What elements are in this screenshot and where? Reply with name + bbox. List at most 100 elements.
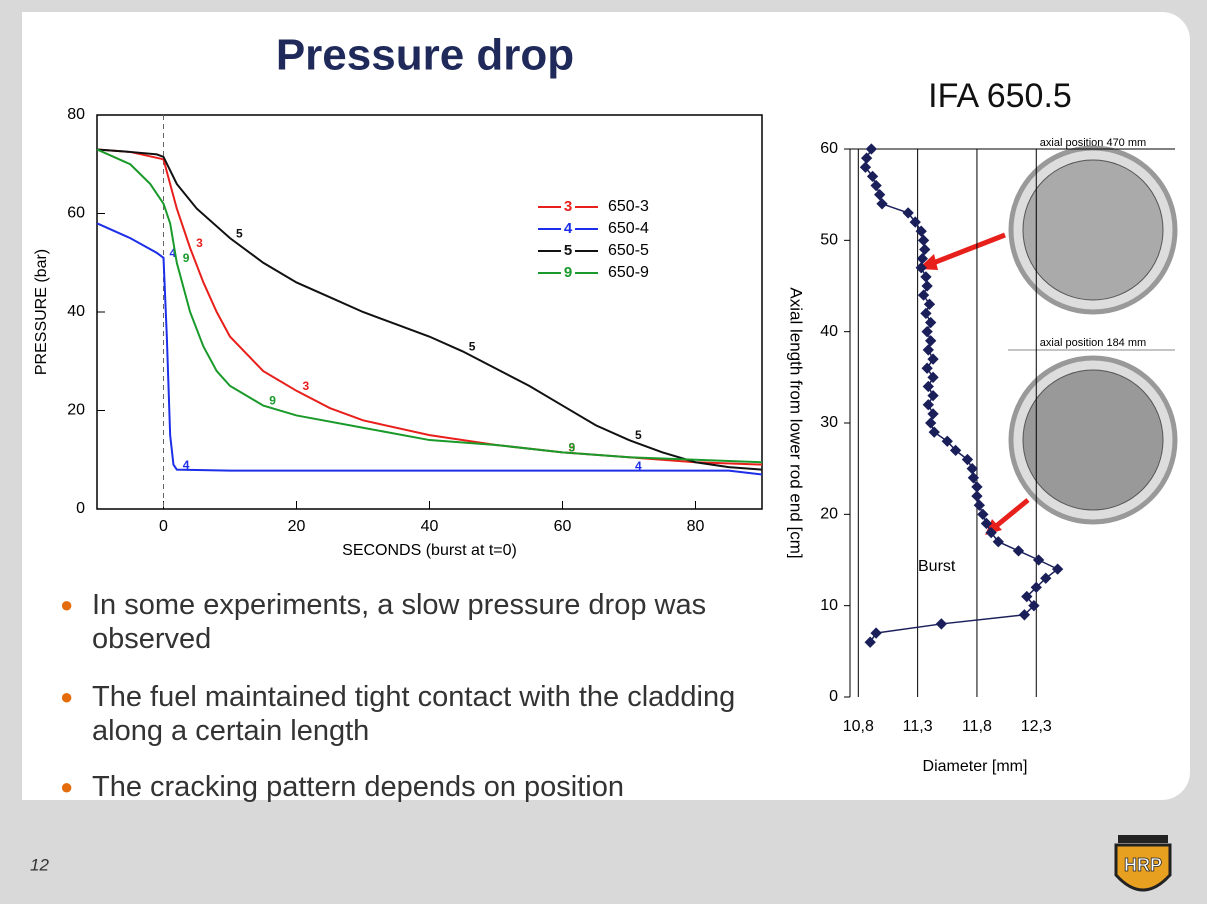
data-point [922, 399, 934, 411]
data-point [866, 170, 879, 183]
data-point [966, 463, 978, 475]
data-point [925, 335, 937, 347]
line-label: 5 [236, 226, 243, 240]
data-point [1040, 572, 1052, 584]
y-tick-label: 40 [820, 323, 838, 340]
y-tick-label: 50 [820, 232, 838, 249]
data-point [916, 252, 929, 265]
legend-line-label: 5 [564, 242, 572, 259]
data-point [919, 243, 931, 256]
data-point [915, 262, 927, 274]
data-point [935, 618, 948, 630]
data-point [927, 389, 939, 402]
bullet-dot: ● [60, 592, 74, 617]
data-point [909, 216, 921, 228]
data-point [921, 280, 933, 292]
data-point [860, 152, 873, 164]
x-tick-label: 40 [421, 518, 439, 535]
annotation: Burst [918, 558, 956, 575]
y-tick-label: 20 [67, 402, 85, 419]
x-axis-title: SECONDS (burst at t=0) [342, 542, 517, 559]
x-tick-label: 60 [554, 518, 572, 535]
x-tick-label: 80 [687, 518, 705, 535]
data-point [971, 490, 983, 502]
bullet-text: The fuel maintained tight contact with t… [92, 681, 736, 747]
y-tick-label: 10 [820, 597, 838, 614]
y-tick-label: 0 [76, 500, 85, 517]
bullet: ● The cracking pattern depends on positio… [60, 770, 760, 804]
logo-text: HRP [1124, 855, 1162, 875]
data-point [917, 234, 930, 246]
bullet-text: The cracking pattern depends on position [92, 771, 625, 803]
y-tick-label: 40 [67, 303, 85, 320]
x-tick-label: 10,8 [843, 718, 874, 735]
series-line [96, 148, 763, 464]
legend-line-label: 4 [564, 220, 573, 237]
data-point [927, 408, 939, 420]
data-point [870, 179, 882, 192]
series-line [96, 148, 763, 471]
data-point [1018, 609, 1031, 621]
x-tick-label: 20 [288, 518, 306, 535]
legend-label: 650-5 [608, 242, 649, 259]
data-point [973, 499, 985, 511]
y-tick-label: 60 [820, 140, 838, 157]
line-label: 9 [569, 441, 576, 455]
arrow [927, 232, 1006, 268]
line-label: 3 [303, 379, 310, 393]
photo [1022, 369, 1164, 511]
data-point [876, 198, 888, 210]
legend-gap [561, 199, 575, 215]
series-line [96, 148, 763, 466]
legend-label: 650-4 [608, 220, 649, 237]
data-point [874, 189, 886, 201]
data-point [921, 326, 933, 338]
x-tick-label: 12,3 [1021, 718, 1052, 735]
legend-gap [561, 243, 575, 259]
data-point [925, 417, 937, 429]
line-label: 4 [170, 246, 177, 260]
line-label: 3 [196, 236, 203, 250]
data-point [1051, 563, 1064, 575]
data-point [865, 143, 878, 155]
data-point [1028, 600, 1040, 612]
data-point [870, 627, 882, 639]
data-point [920, 307, 932, 320]
data-point [902, 207, 914, 219]
x-tick-label: 11,3 [903, 718, 933, 735]
y-axis-title: PRESSURE (bar) [33, 249, 50, 375]
data-point [949, 444, 962, 457]
data-point [859, 161, 872, 173]
y-tick-label: 60 [67, 205, 85, 222]
data-point [928, 426, 940, 438]
data-point [961, 453, 974, 466]
legend-label: 650-3 [608, 198, 649, 215]
data-point [920, 271, 932, 283]
line-label: 9 [183, 251, 190, 265]
page-number: 12 [30, 855, 49, 874]
series-line [96, 222, 763, 476]
legend-label: 650-9 [608, 264, 649, 281]
y-tick-label: 20 [820, 506, 838, 523]
line-label: 4 [635, 459, 642, 473]
title: Pressure drop [276, 31, 574, 80]
x-tick-label: 0 [159, 518, 168, 535]
legend-line-label: 9 [564, 264, 572, 281]
data-point [1012, 545, 1025, 557]
data-point [985, 526, 997, 539]
bullet: ● In some experiments, a slow pressure dr… [60, 588, 760, 656]
plot-frame [96, 114, 763, 510]
data-point [977, 508, 989, 520]
data-point [992, 536, 1004, 548]
data-point [921, 362, 933, 374]
slide [22, 12, 1190, 800]
y-tick-label: 30 [820, 414, 838, 431]
data-point [967, 472, 980, 484]
subtitle: IFA 650.5 [928, 77, 1072, 115]
bullet-dot: ● [60, 774, 74, 799]
photo-caption: axial position 470 mm [1040, 137, 1146, 149]
x-tick-label: 11,8 [962, 718, 992, 735]
arrow [993, 498, 1030, 529]
y-tick-label: 0 [829, 688, 838, 705]
